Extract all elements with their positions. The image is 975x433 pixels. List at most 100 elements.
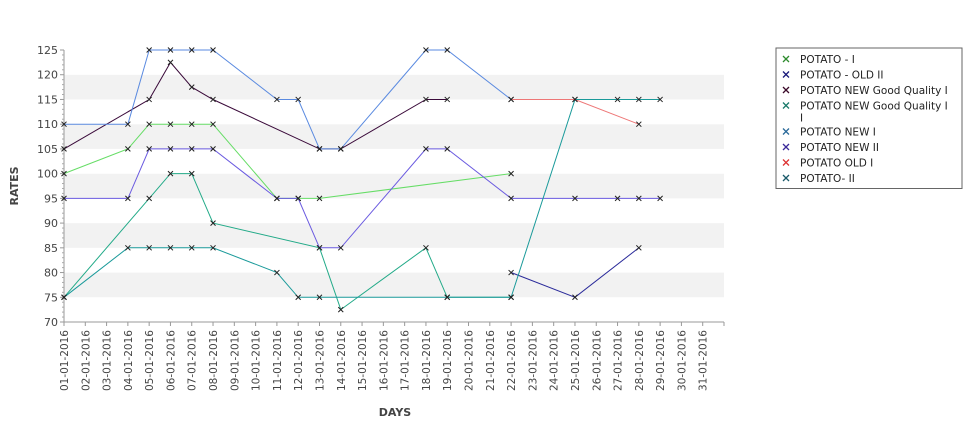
data-point — [210, 121, 216, 128]
data-point — [188, 146, 195, 152]
data-point — [146, 146, 153, 152]
x-tick-label: 14-01-2016 — [336, 330, 348, 391]
data-point — [125, 121, 131, 128]
data-point — [423, 47, 429, 53]
data-point — [635, 244, 642, 251]
x-tick-label: 29-01-2016 — [655, 330, 667, 391]
plot-band — [64, 124, 724, 149]
data-point — [635, 96, 642, 103]
x-tick-label: 15-01-2016 — [357, 330, 369, 391]
x-axis-title: DAYS — [379, 406, 412, 419]
data-point — [635, 195, 642, 202]
data-point — [210, 244, 216, 251]
y-tick-label: 85 — [44, 242, 58, 255]
data-point — [316, 244, 323, 251]
data-point — [316, 195, 323, 202]
data-point — [146, 96, 153, 103]
data-point — [337, 306, 344, 313]
x-tick-label: 10-01-2016 — [251, 330, 263, 391]
y-tick-label: 100 — [37, 168, 58, 181]
x-tick-label: 17-01-2016 — [400, 330, 412, 391]
series-markers — [61, 47, 663, 313]
data-point — [614, 96, 621, 103]
x-tick-label: 24-01-2016 — [549, 330, 561, 391]
series-line — [63, 173, 512, 311]
data-point — [188, 170, 195, 177]
data-point — [444, 294, 451, 301]
y-tick-label: 80 — [44, 267, 58, 280]
x-tick-label: 04-01-2016 — [123, 330, 135, 391]
data-point — [188, 244, 195, 251]
x-tick-label: 19-01-2016 — [442, 330, 454, 391]
legend-label: POTATO NEW II — [800, 142, 879, 154]
legend-marker — [782, 71, 790, 78]
data-point — [146, 244, 153, 251]
data-point — [316, 294, 323, 301]
data-point — [61, 146, 67, 152]
data-point — [61, 121, 67, 128]
legend-marker — [782, 174, 790, 182]
data-point — [167, 244, 174, 251]
x-tick-label: 08-01-2016 — [208, 330, 220, 391]
legend-marker — [782, 102, 790, 109]
data-point — [210, 146, 216, 152]
plot-bands — [64, 50, 724, 322]
plot-band — [64, 297, 724, 322]
x-tick-label: 23-01-2016 — [527, 330, 539, 391]
x-tick-label: 30-01-2016 — [676, 330, 688, 391]
data-point — [423, 146, 429, 152]
data-point — [295, 96, 302, 103]
data-point — [125, 195, 131, 202]
data-point — [444, 96, 451, 103]
plot-band — [64, 198, 724, 224]
y-tick-label: 90 — [44, 217, 58, 230]
legend-marker — [782, 143, 790, 151]
data-point — [423, 96, 429, 103]
x-tick-label: 31-01-2016 — [698, 330, 710, 391]
x-tick-label: 06-01-2016 — [165, 330, 177, 391]
y-axis-title: RATES — [8, 166, 21, 205]
data-point — [614, 195, 621, 202]
data-point — [508, 294, 514, 301]
x-tick-label: 11-01-2016 — [272, 330, 284, 391]
legend-marker — [782, 55, 790, 63]
data-point — [61, 170, 67, 177]
data-point — [61, 195, 67, 202]
x-tick-label: 22-01-2016 — [506, 330, 518, 391]
data-point — [188, 47, 195, 53]
data-point — [167, 170, 174, 177]
x-tick-label: 16-01-2016 — [378, 330, 390, 391]
y-tick-label: 120 — [37, 69, 58, 82]
y-tick-label: 95 — [44, 192, 58, 205]
plot-band — [64, 99, 724, 125]
x-tick-label: 12-01-2016 — [293, 330, 305, 391]
data-point — [508, 170, 514, 177]
legend-marker — [782, 159, 790, 166]
axes: 70 75 80 85 90 95 100 105 110 115 120 125 01-01-2016… — [37, 44, 725, 391]
legend-label: POTATO NEW Good Quality I — [800, 85, 948, 97]
x-tick-label: 02-01-2016 — [80, 330, 92, 391]
legend-label: POTATO NEW I — [800, 127, 876, 139]
data-point — [210, 220, 216, 226]
x-tick-label: 21-01-2016 — [485, 330, 497, 391]
x-tick-label: 26-01-2016 — [591, 330, 603, 391]
x-tick-label: 03-01-2016 — [102, 330, 114, 391]
x-tick-label: 07-01-2016 — [187, 330, 199, 391]
data-point — [444, 47, 451, 53]
plot-band — [64, 247, 724, 273]
data-point — [210, 47, 216, 53]
data-point — [188, 121, 195, 128]
data-point — [146, 47, 153, 53]
plot-band — [64, 50, 724, 75]
legend: POTATO - I POTATO - OLD II POTATO NEW Good… — [775, 47, 963, 189]
legend-box — [775, 47, 963, 189]
data-point — [508, 195, 514, 202]
legend-label: POTATO - I — [800, 54, 855, 66]
legend-label: POTATO OLD I — [800, 158, 873, 170]
data-point — [125, 244, 131, 251]
data-point — [188, 84, 195, 90]
data-point — [167, 146, 174, 152]
data-point — [295, 294, 302, 301]
